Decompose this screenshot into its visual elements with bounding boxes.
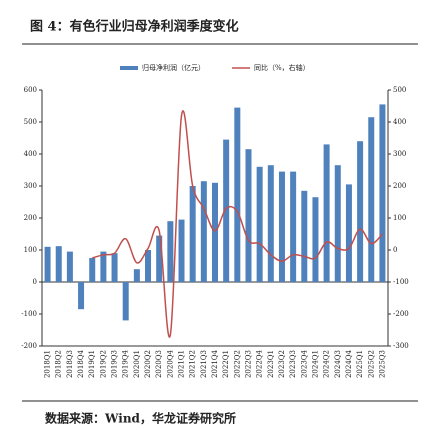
y2-tick-label: -200 xyxy=(393,310,409,318)
bar xyxy=(323,144,330,282)
x-tick-label: 2021Q4 xyxy=(211,349,219,378)
y2-tick-label: 200 xyxy=(393,182,406,190)
bar xyxy=(89,258,96,282)
bar xyxy=(78,282,85,310)
y-tick-label: -100 xyxy=(21,310,37,318)
x-tick-label: 2019Q2 xyxy=(99,350,107,378)
legend-label: 同比（%，右轴） xyxy=(254,63,310,72)
x-tick-label: 2025Q3 xyxy=(378,350,386,378)
y2-tick-label: 0 xyxy=(393,246,397,254)
y-tick-label: 0 xyxy=(33,278,37,286)
x-tick-label: 2021Q2 xyxy=(189,350,197,378)
y2-tick-label: 100 xyxy=(393,214,406,222)
x-tick-label: 2023Q4 xyxy=(300,349,308,378)
bar xyxy=(234,107,241,282)
x-tick-label: 2023Q3 xyxy=(289,350,297,378)
bar xyxy=(290,171,297,282)
legend-swatch xyxy=(120,66,138,70)
bar xyxy=(312,197,319,282)
bar xyxy=(223,139,230,282)
x-tick-label: 2019Q3 xyxy=(111,350,119,378)
x-tick-label: 2018Q3 xyxy=(66,350,74,378)
y-tick-label: 500 xyxy=(24,118,37,126)
bar xyxy=(100,251,107,282)
bar xyxy=(133,269,140,282)
x-tick-label: 2019Q4 xyxy=(122,349,130,378)
line xyxy=(92,110,383,338)
x-tick-label: 2020Q4 xyxy=(166,349,174,378)
x-tick-label: 2025Q1 xyxy=(356,350,364,378)
bar xyxy=(44,246,51,282)
legend-label: 归母净利润（亿元） xyxy=(142,63,205,72)
y-tick-label: 400 xyxy=(24,150,37,158)
bar xyxy=(267,165,274,282)
y2-tick-label: 400 xyxy=(393,118,406,126)
x-tick-label: 2022Q1 xyxy=(222,350,230,378)
chart-title: 图 4：有色行业归母净利润季度变化 xyxy=(30,19,239,35)
bar xyxy=(345,184,352,282)
bar xyxy=(156,235,163,282)
y-tick-label: 300 xyxy=(24,182,37,190)
x-tick-label: 2018Q2 xyxy=(55,350,63,378)
bar xyxy=(245,149,252,282)
bar xyxy=(167,221,174,282)
x-tick-label: 2020Q1 xyxy=(133,350,141,378)
bar xyxy=(189,186,196,282)
y2-tick-label: 300 xyxy=(393,150,406,158)
x-tick-label: 2025Q2 xyxy=(367,350,375,378)
x-tick-label: 2022Q4 xyxy=(256,349,264,378)
x-tick-label: 2018Q4 xyxy=(77,349,85,378)
x-tick-label: 2020Q3 xyxy=(155,350,163,378)
x-tick-label: 2023Q1 xyxy=(267,350,275,378)
bar xyxy=(368,117,375,282)
x-tick-label: 2022Q3 xyxy=(244,350,252,378)
bar xyxy=(122,282,129,321)
x-tick-label: 2018Q1 xyxy=(44,350,52,378)
x-tick-label: 2021Q1 xyxy=(178,350,186,378)
bar xyxy=(200,181,207,282)
y-tick-label: -200 xyxy=(21,342,37,350)
x-tick-label: 2021Q3 xyxy=(200,350,208,378)
y-tick-label: 100 xyxy=(24,246,37,254)
bar xyxy=(178,219,185,282)
y2-tick-label: -300 xyxy=(393,342,409,350)
bar xyxy=(55,246,62,282)
bar xyxy=(145,250,152,282)
bar xyxy=(212,182,218,282)
x-tick-label: 2024Q2 xyxy=(323,350,331,378)
bar xyxy=(357,141,364,282)
x-tick-label: 2024Q1 xyxy=(311,350,319,378)
x-tick-label: 2019Q1 xyxy=(88,350,96,378)
y2-tick-label: -100 xyxy=(393,278,409,286)
bar xyxy=(256,166,263,282)
x-tick-label: 2023Q2 xyxy=(278,350,286,378)
y2-tick-label: 500 xyxy=(393,86,406,94)
source: 数据来源：Wind，华龙证券研究所 xyxy=(45,411,236,426)
x-tick-label: 2020Q2 xyxy=(144,350,152,378)
bar xyxy=(379,104,386,283)
bar xyxy=(334,165,341,282)
bar xyxy=(66,251,73,282)
bar xyxy=(111,253,118,282)
x-tick-label: 2024Q4 xyxy=(345,349,353,378)
x-tick-label: 2024Q3 xyxy=(334,350,342,378)
x-tick-label: 2022Q2 xyxy=(233,350,241,378)
y-tick-label: 600 xyxy=(24,86,37,94)
y-tick-label: 200 xyxy=(24,214,37,222)
bar xyxy=(278,171,285,282)
bar xyxy=(301,190,308,282)
